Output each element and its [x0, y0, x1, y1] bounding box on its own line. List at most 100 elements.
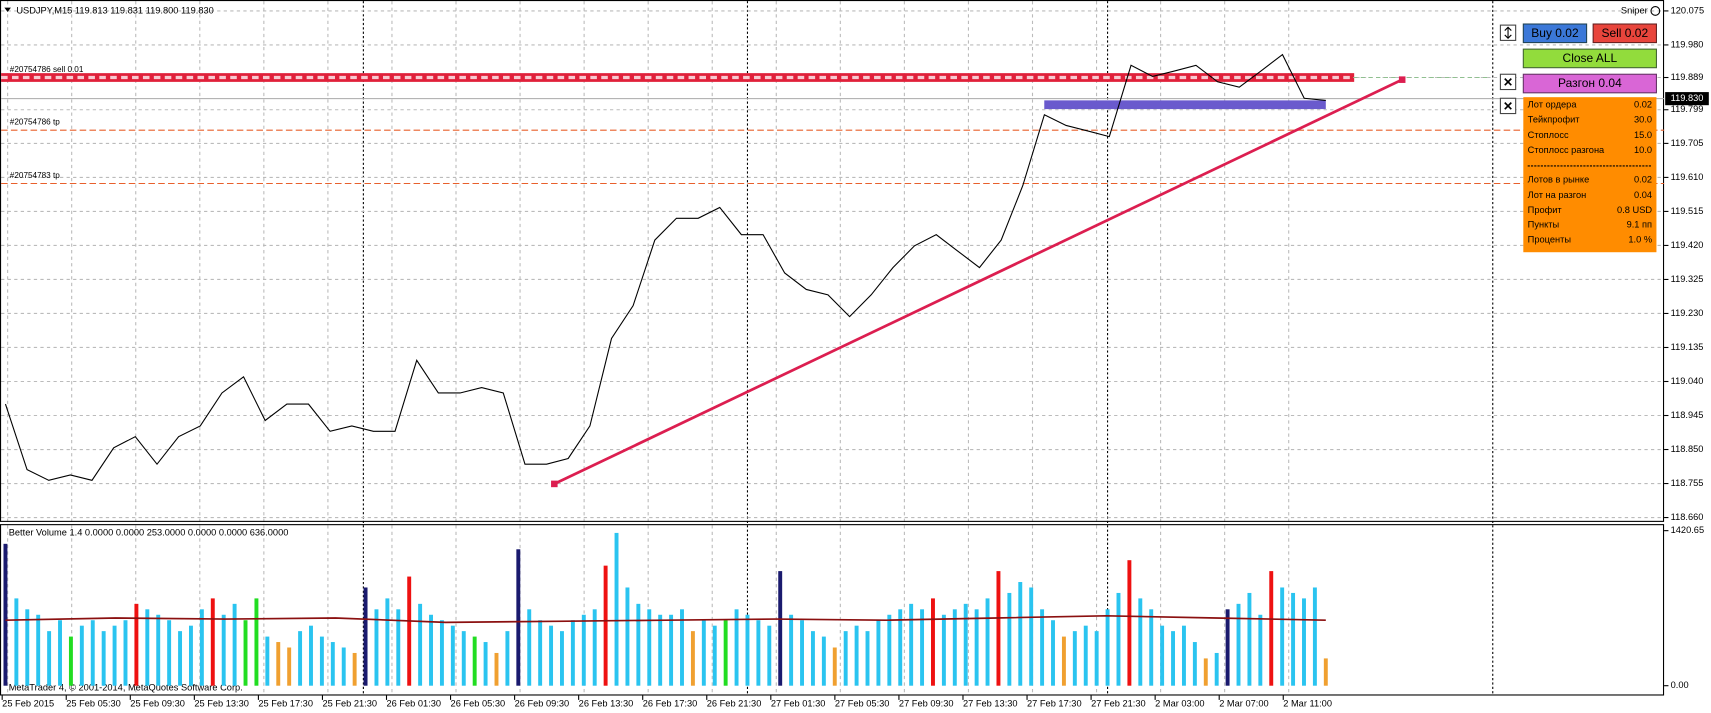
volume-bar	[658, 614, 663, 686]
y-tick-label: 118.850	[1671, 444, 1704, 454]
volume-bar	[483, 642, 488, 686]
volume-bar	[625, 587, 630, 686]
trendline	[553, 78, 1403, 486]
volume-frame	[0, 524, 1665, 696]
volume-ma	[5, 615, 1326, 624]
trendline-handle	[551, 480, 558, 488]
volume-bar	[1312, 587, 1317, 686]
volume-bar	[1051, 620, 1055, 686]
x-tick-label: 27 Feb 17:30	[1027, 699, 1082, 709]
bid-label-box	[1665, 92, 1709, 106]
x-tick-label: 26 Feb 09:30	[515, 699, 570, 709]
order-label: #20754786 tp	[10, 118, 60, 127]
volume-bar	[931, 598, 935, 686]
volume-bar	[920, 609, 925, 686]
x-tick-label: 27 Feb 21:30	[1091, 699, 1146, 709]
volume-bar	[123, 620, 128, 686]
volume-bar	[341, 647, 346, 686]
volume-bar	[1094, 631, 1099, 686]
x-tick-label: 25 Feb 13:30	[194, 699, 249, 709]
volume-bar	[1269, 571, 1274, 686]
volume-bar	[101, 631, 106, 686]
info-name: Лот ордера	[1528, 99, 1578, 109]
volume-bar	[396, 609, 401, 686]
volume-bar	[898, 609, 903, 686]
volume-bar	[1018, 582, 1023, 686]
volume-bar	[876, 620, 881, 686]
y-tick-label: 119.515	[1671, 206, 1704, 216]
razgon-button[interactable]	[1522, 73, 1657, 94]
y-tick-label: 119.230	[1671, 308, 1704, 318]
info-value: 9.1 пп	[1627, 219, 1652, 229]
volume-bar	[560, 631, 564, 686]
volume-bar	[603, 565, 608, 686]
symbol-info: USDJPY,M15 119.813 119.831 119.800 119.8…	[16, 5, 213, 15]
volume-bar	[810, 631, 815, 686]
volume-bar	[1247, 592, 1252, 686]
volume-bar	[832, 647, 837, 686]
x-tick-label: 27 Feb 09:30	[899, 699, 954, 709]
volume-bar	[690, 631, 695, 686]
trade-panel: Buy 0.02 Sell 0.02 Close ALL Разгон 0.04…	[1499, 23, 1657, 253]
volume-bar	[199, 609, 204, 686]
volume-bar	[232, 603, 237, 686]
volume-title: Better Volume 1.4 0.0000 0.0000 253.0000…	[9, 527, 289, 537]
info-name: Стоплосс разгона	[1528, 145, 1605, 155]
y-tick-label: 1420.65	[1671, 525, 1704, 535]
volume-bar	[309, 625, 313, 686]
close-icon	[1504, 78, 1512, 86]
y-tick-label: 119.325	[1671, 274, 1704, 284]
razgon-label: Разгон 0.04	[1558, 76, 1622, 90]
y-tick-label: 119.420	[1671, 240, 1704, 250]
volume-bar	[865, 631, 870, 686]
order-label: #20754783 tp	[10, 171, 60, 180]
volume-bar	[418, 603, 423, 686]
x-tick-label: 25 Feb 17:30	[258, 699, 313, 709]
volume-bar	[636, 603, 641, 686]
info-box	[1523, 97, 1657, 253]
volume-bar	[647, 609, 652, 686]
volume-bar	[756, 620, 761, 686]
volume-bar	[1029, 587, 1034, 686]
volume-bar	[701, 620, 706, 686]
x-tick-label: 25 Feb 2015	[2, 699, 54, 709]
volume-bar	[1291, 592, 1296, 686]
volume-bar	[254, 598, 259, 686]
buy-button[interactable]	[1522, 23, 1588, 44]
x-tick-label: 27 Feb 13:30	[963, 699, 1018, 709]
volume-bar	[1203, 658, 1208, 686]
price-frame	[0, 0, 1665, 522]
volume-bar	[363, 587, 368, 686]
menu-arrow[interactable]	[4, 7, 11, 13]
info-value: 10.0	[1634, 145, 1652, 155]
volume-bar	[167, 620, 172, 686]
close-all-button[interactable]	[1522, 48, 1657, 69]
volume-bar	[952, 609, 957, 686]
volume-bar	[549, 625, 554, 686]
info-name: Лотов в рынке	[1528, 175, 1590, 185]
y-tick-label: 119.705	[1671, 138, 1704, 148]
sell-button[interactable]	[1592, 23, 1657, 44]
info-name: Стоплосс	[1528, 130, 1569, 140]
volume-bar	[527, 609, 532, 686]
volume-bar	[58, 620, 62, 686]
volume-bar	[734, 609, 739, 686]
y-tick-label: 120.075	[1671, 5, 1704, 15]
volume-bar	[614, 532, 619, 686]
volume-bar	[3, 543, 8, 686]
volume-bar	[494, 652, 499, 686]
y-tick-label: 119.799	[1671, 104, 1704, 114]
volume-bar	[1116, 592, 1121, 686]
info-name: Проценты	[1528, 235, 1572, 245]
x-tick-label: 26 Feb 13:30	[579, 699, 634, 709]
volume-bar	[821, 636, 826, 686]
volume-bar	[1225, 609, 1230, 686]
volume-bar	[669, 614, 674, 686]
x-tick-label: 2 Mar 07:00	[1219, 699, 1268, 709]
y-tick-label: 119.889	[1671, 72, 1704, 82]
volume-bar	[843, 631, 848, 686]
y-tick-label: 119.980	[1671, 39, 1704, 49]
buy-label: Buy 0.02	[1531, 26, 1579, 40]
x-tick-label: 27 Feb 01:30	[771, 699, 826, 709]
